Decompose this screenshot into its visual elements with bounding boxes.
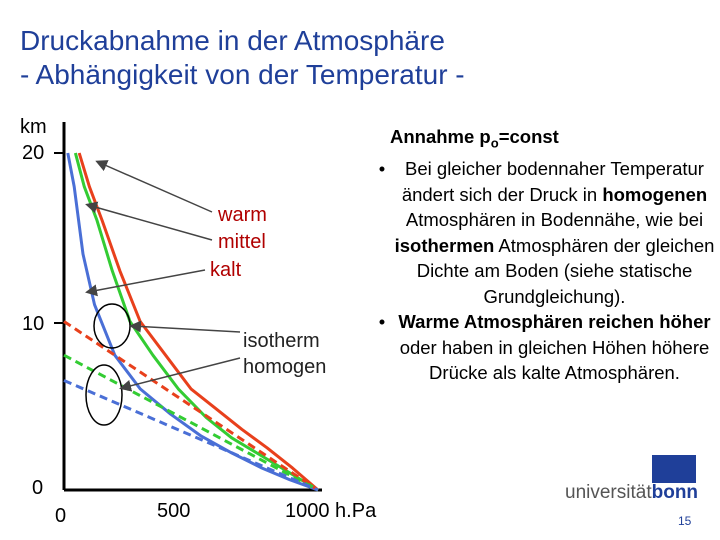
bullet-1: • Bei gleicher bodennaher Temperatur änd… — [372, 156, 717, 309]
bullet-2: • Warme Atmosphären reichen höher oder h… — [372, 309, 717, 386]
series-line-mittel — [73, 152, 319, 492]
bullet-2-text: Warme Atmosphären reichen höher oder hab… — [398, 311, 711, 384]
label-isotherm: isotherm — [243, 330, 320, 352]
assumption-text: Annahme po=const — [390, 126, 559, 151]
x-tick-1000: 1000 h.Pa — [285, 500, 377, 522]
series-line-warm — [77, 152, 319, 492]
arrow-homogen — [119, 357, 241, 392]
arrow-mittel — [85, 201, 213, 241]
isotherm-circle — [93, 303, 131, 349]
logo-text: universitätbonn — [565, 482, 699, 503]
explanation-panel: Annahme po=const • Bei gleicher bodennah… — [372, 124, 717, 386]
label-warm: warm — [218, 204, 267, 226]
bullet-dot-2: • — [378, 311, 386, 333]
label-kalt: kalt — [210, 259, 242, 281]
arrow-warm — [95, 160, 213, 213]
series-line-homogen-warm — [63, 320, 319, 492]
y-tick-10: 10 — [22, 313, 45, 335]
title-line-1: Druckabnahme in der Atmosphäre — [20, 25, 445, 56]
assumption-heading: Annahme po=const — [372, 124, 717, 156]
x-tick-0: 0 — [55, 505, 67, 527]
bullet-dot-1: • — [378, 158, 386, 180]
x-tick-500: 500 — [157, 500, 191, 522]
title-line-2: - Abhängigkeit von der Temperatur - — [20, 59, 465, 90]
series-layer — [63, 152, 319, 492]
logo-emblem-icon — [652, 455, 696, 483]
y-unit-label: km — [20, 116, 47, 138]
y-tick-20: 20 — [22, 142, 45, 164]
label-mittel: mittel — [218, 231, 266, 253]
bullet-1-text: Bei gleicher bodennaher Temperatur änder… — [394, 158, 715, 307]
university-logo: universitätbonn — [560, 455, 710, 505]
series-line-kalt — [66, 152, 319, 492]
series-line-homogen-kalt — [63, 379, 319, 492]
arrow-kalt — [85, 269, 206, 297]
page-number: 15 — [678, 514, 692, 528]
homogen-circle — [85, 364, 123, 426]
label-homogen: homogen — [243, 356, 327, 378]
series-line-homogen-mittel — [63, 353, 319, 492]
y-tick-0: 0 — [32, 477, 44, 499]
page-title: Druckabnahme in der Atmosphäre - Abhängi… — [20, 24, 465, 92]
arrow-isotherm — [129, 320, 241, 333]
